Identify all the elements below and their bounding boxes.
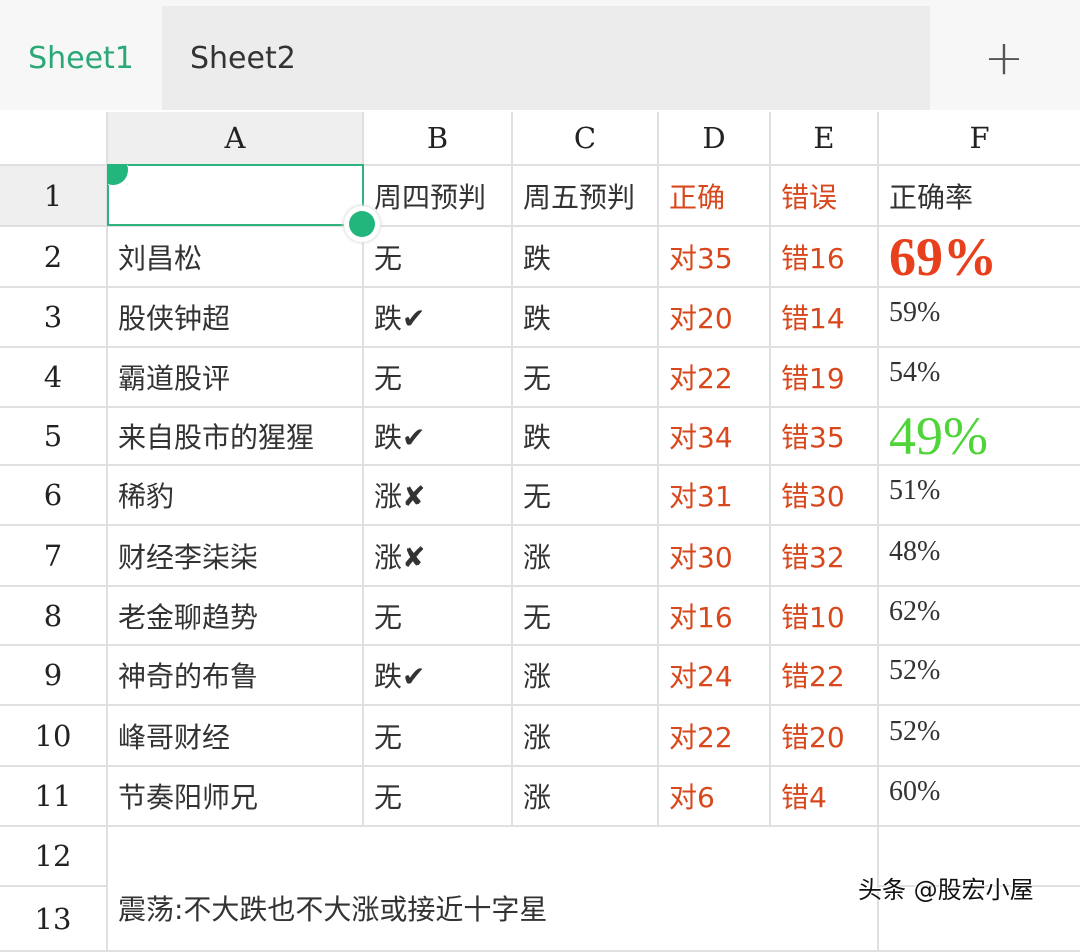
cell-d1[interactable]: 正确 xyxy=(659,166,771,227)
plus-icon: + xyxy=(983,30,1025,86)
cell-c10[interactable]: 涨 xyxy=(513,706,659,767)
watermark: 头条 @股宏小屋 xyxy=(858,876,1034,904)
column-header-a[interactable]: A xyxy=(108,112,364,166)
add-sheet-button[interactable]: + xyxy=(960,20,1048,96)
cell-b9[interactable]: 跌✔ xyxy=(364,646,513,706)
cell-a2[interactable]: 刘昌松 xyxy=(108,227,364,288)
cell-f2[interactable]: 69% xyxy=(879,227,1080,288)
cell-a10[interactable]: 峰哥财经 xyxy=(108,706,364,767)
cell-f10[interactable]: 52% xyxy=(879,706,1080,767)
cell-b1[interactable]: 周四预判 xyxy=(364,166,513,227)
cell-d11[interactable]: 对6 xyxy=(659,767,771,827)
row-header-12[interactable]: 12 xyxy=(0,827,108,887)
cell-d8[interactable]: 对16 xyxy=(659,587,771,646)
cell-f5[interactable]: 49% xyxy=(879,406,1080,466)
row-header-11[interactable]: 11 xyxy=(0,767,108,827)
note-cell[interactable]: 震荡:不大跌也不大涨或接近十字星 xyxy=(108,827,879,952)
cell-e11[interactable]: 错4 xyxy=(771,767,879,827)
cell-f12[interactable] xyxy=(879,827,1080,887)
cell-c3[interactable]: 跌 xyxy=(513,288,659,348)
cell-b4[interactable]: 无 xyxy=(364,348,513,408)
cell-d4[interactable]: 对22 xyxy=(659,348,771,408)
cell-f11[interactable]: 60% xyxy=(879,767,1080,827)
row-header-13[interactable]: 13 xyxy=(0,887,108,952)
cell-b11[interactable]: 无 xyxy=(364,767,513,827)
row-header-4[interactable]: 4 xyxy=(0,348,108,408)
column-header-e[interactable]: E xyxy=(771,112,879,166)
cell-c5[interactable]: 跌 xyxy=(513,408,659,466)
cell-e4[interactable]: 错19 xyxy=(771,348,879,408)
column-header-d[interactable]: D xyxy=(659,112,771,166)
cell-e1[interactable]: 错误 xyxy=(771,166,879,227)
tab-sheet2[interactable]: Sheet2 xyxy=(162,6,930,110)
cell-c8[interactable]: 无 xyxy=(513,587,659,646)
cell-a3[interactable]: 股侠钟超 xyxy=(108,288,364,348)
cell-c7[interactable]: 涨 xyxy=(513,526,659,587)
cell-a8[interactable]: 老金聊趋势 xyxy=(108,587,364,646)
cell-a9[interactable]: 神奇的布鲁 xyxy=(108,646,364,706)
row-header-1[interactable]: 1 xyxy=(0,166,108,227)
selection-handle-top-left[interactable] xyxy=(108,165,128,185)
row-header-2[interactable]: 2 xyxy=(0,227,108,288)
cell-a4[interactable]: 霸道股评 xyxy=(108,348,364,408)
row-header-10[interactable]: 10 xyxy=(0,706,108,767)
cell-b5[interactable]: 跌✔ xyxy=(364,408,513,466)
cell-a6[interactable]: 稀豹 xyxy=(108,466,364,526)
cell-f9[interactable]: 52% xyxy=(879,646,1080,706)
cell-f8[interactable]: 62% xyxy=(879,587,1080,646)
cell-c4[interactable]: 无 xyxy=(513,348,659,408)
cell-f1[interactable]: 正确率 xyxy=(879,166,1080,227)
cell-d5[interactable]: 对34 xyxy=(659,408,771,466)
cell-f6[interactable]: 51% xyxy=(879,466,1080,526)
cell-d3[interactable]: 对20 xyxy=(659,288,771,348)
cell-d2[interactable]: 对35 xyxy=(659,227,771,288)
cell-b7[interactable]: 涨✘ xyxy=(364,526,513,587)
cell-f7[interactable]: 48% xyxy=(879,526,1080,587)
cell-f4[interactable]: 54% xyxy=(879,348,1080,408)
column-header-b[interactable]: B xyxy=(364,112,513,166)
cell-c6[interactable]: 无 xyxy=(513,466,659,526)
sheet-tab-bar: Sheet1 Sheet2 + xyxy=(0,0,1080,110)
corner-cell[interactable] xyxy=(0,112,108,166)
row-header-8[interactable]: 8 xyxy=(0,587,108,646)
cell-b6[interactable]: 涨✘ xyxy=(364,466,513,526)
cell-a11[interactable]: 节奏阳师兄 xyxy=(108,767,364,827)
cell-b10[interactable]: 无 xyxy=(364,706,513,767)
cell-b8[interactable]: 无 xyxy=(364,587,513,646)
cell-c2[interactable]: 跌 xyxy=(513,227,659,288)
column-header-f[interactable]: F xyxy=(879,112,1080,166)
cell-e7[interactable]: 错32 xyxy=(771,526,879,587)
cell-c1[interactable]: 周五预判 xyxy=(513,166,659,227)
cell-c11[interactable]: 涨 xyxy=(513,767,659,827)
cell-e6[interactable]: 错30 xyxy=(771,466,879,526)
row-header-9[interactable]: 9 xyxy=(0,646,108,706)
cell-e5[interactable]: 错35 xyxy=(771,408,879,466)
cell-c9[interactable]: 涨 xyxy=(513,646,659,706)
tab-sheet1[interactable]: Sheet1 xyxy=(0,6,162,110)
cell-d9[interactable]: 对24 xyxy=(659,646,771,706)
cell-e8[interactable]: 错10 xyxy=(771,587,879,646)
row-header-6[interactable]: 6 xyxy=(0,466,108,526)
cell-e2[interactable]: 错16 xyxy=(771,227,879,288)
cell-e10[interactable]: 错20 xyxy=(771,706,879,767)
row-header-7[interactable]: 7 xyxy=(0,526,108,587)
cell-b3[interactable]: 跌✔ xyxy=(364,288,513,348)
row-header-3[interactable]: 3 xyxy=(0,288,108,348)
cell-d7[interactable]: 对30 xyxy=(659,526,771,587)
cell-e9[interactable]: 错22 xyxy=(771,646,879,706)
selected-cell-a1[interactable] xyxy=(107,164,364,226)
cell-f3[interactable]: 59% xyxy=(879,288,1080,348)
cell-d6[interactable]: 对31 xyxy=(659,466,771,526)
row-header-5[interactable]: 5 xyxy=(0,408,108,466)
selection-handle-bottom-right[interactable] xyxy=(349,211,375,237)
cell-a5[interactable]: 来自股市的猩猩 xyxy=(108,408,364,466)
cell-b2[interactable]: 无 xyxy=(364,227,513,288)
cell-e3[interactable]: 错14 xyxy=(771,288,879,348)
cell-a7[interactable]: 财经李柒柒 xyxy=(108,526,364,587)
cell-d10[interactable]: 对22 xyxy=(659,706,771,767)
column-header-c[interactable]: C xyxy=(513,112,659,166)
